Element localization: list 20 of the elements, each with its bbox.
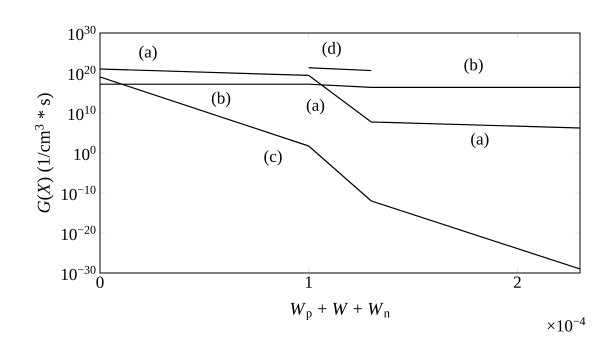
annotation: (a) <box>139 46 157 62</box>
y-tick-label: 10$^{−30}$ <box>62 266 96 280</box>
annotation: (a) <box>306 98 324 114</box>
y-tick-label: 10$^{30}$ <box>68 26 96 40</box>
y-tick-label: 10$^{−20}$ <box>62 226 96 240</box>
y-tick-label: 10$^{10}$ <box>68 106 96 120</box>
annotation: (d) <box>322 42 341 58</box>
x-tick-label: 2 <box>514 276 521 288</box>
y-tick-label: 10$^{20}$ <box>68 66 96 80</box>
text: ×10$^{−4}$ <box>548 317 586 332</box>
annotation: (a) <box>471 132 489 148</box>
x-axis-title: W$_{p}$ + W + W$_{n}$ <box>290 302 390 320</box>
y-tick-label: 10$^{0}$ <box>74 146 96 160</box>
y-axis-title: G(X) (1/cm$^{3}$ * s) <box>35 93 54 212</box>
annotation: (b) <box>212 92 230 108</box>
x-tick-label: 1 <box>306 276 312 288</box>
annotation: (b) <box>464 58 483 74</box>
x-tick-label: 0 <box>96 276 104 288</box>
y-tick-label: 10$^{−10}$ <box>62 186 96 200</box>
annotation: (c) <box>264 150 282 166</box>
